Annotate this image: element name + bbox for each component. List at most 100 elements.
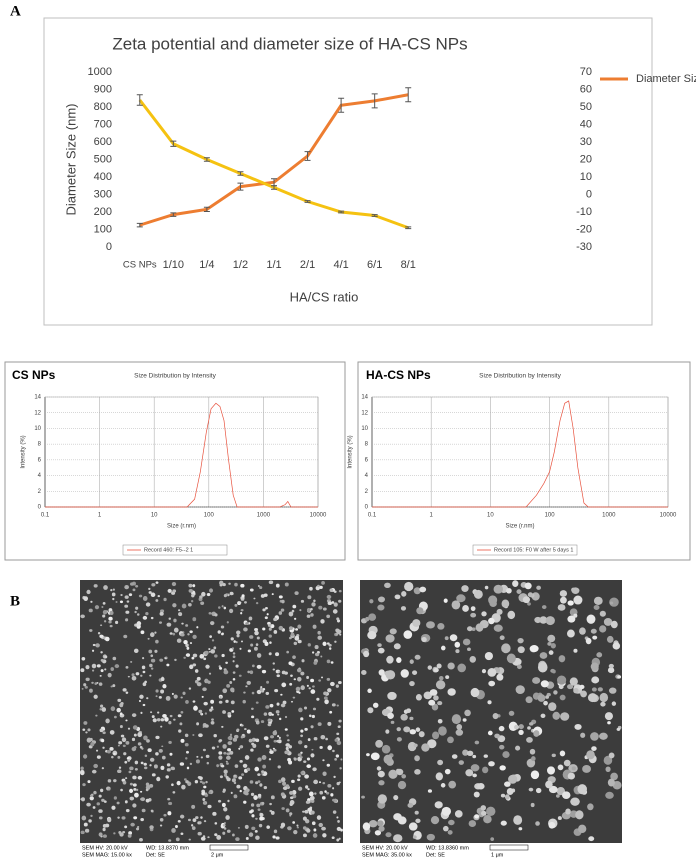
particle bbox=[553, 690, 558, 695]
legend-label: Record 460: F5--2 1 bbox=[144, 547, 193, 553]
particle bbox=[149, 757, 155, 762]
particle bbox=[336, 816, 339, 819]
particle bbox=[203, 657, 207, 661]
particle bbox=[296, 668, 302, 673]
particle bbox=[235, 837, 240, 842]
particle bbox=[171, 828, 176, 833]
y-tick-label: 600 bbox=[94, 136, 112, 148]
particle bbox=[150, 658, 156, 663]
particle bbox=[140, 761, 144, 765]
particle bbox=[590, 732, 599, 741]
particle bbox=[121, 816, 126, 820]
particle bbox=[120, 593, 123, 597]
particle bbox=[231, 647, 234, 650]
particle bbox=[506, 653, 516, 664]
particle bbox=[573, 688, 579, 694]
particle bbox=[199, 780, 203, 784]
particle bbox=[272, 835, 276, 839]
particle bbox=[232, 671, 236, 674]
particle bbox=[451, 754, 458, 759]
particle bbox=[102, 834, 107, 838]
particle bbox=[273, 630, 278, 634]
particle bbox=[101, 606, 104, 609]
particle bbox=[562, 791, 571, 800]
particle bbox=[237, 826, 240, 829]
particle bbox=[327, 721, 332, 726]
particle bbox=[396, 657, 402, 663]
particle bbox=[276, 702, 280, 706]
particle bbox=[599, 692, 609, 703]
particle bbox=[421, 743, 430, 752]
particle bbox=[125, 740, 130, 745]
particle bbox=[470, 606, 476, 612]
particle bbox=[111, 805, 116, 810]
particle bbox=[102, 609, 108, 615]
particle bbox=[117, 769, 122, 774]
particle bbox=[200, 836, 206, 841]
particle bbox=[137, 775, 143, 780]
particle bbox=[218, 700, 223, 704]
particle bbox=[103, 585, 108, 590]
particle bbox=[294, 635, 300, 641]
y-tick-label: 900 bbox=[94, 83, 112, 95]
y-tick-label: 0 bbox=[365, 505, 369, 511]
particle bbox=[96, 664, 101, 668]
particle bbox=[209, 588, 214, 593]
particle bbox=[252, 743, 257, 749]
particle bbox=[466, 626, 473, 632]
particle bbox=[201, 781, 206, 785]
particle bbox=[203, 785, 207, 789]
particle bbox=[202, 835, 206, 838]
particle bbox=[156, 776, 161, 782]
particle bbox=[306, 675, 310, 679]
particle bbox=[280, 822, 286, 828]
particle bbox=[250, 803, 255, 807]
particle bbox=[191, 656, 195, 660]
particle bbox=[322, 771, 327, 777]
particle bbox=[571, 766, 576, 771]
particle bbox=[100, 658, 104, 662]
particle bbox=[449, 634, 458, 642]
particle bbox=[590, 628, 597, 634]
particle bbox=[108, 620, 112, 624]
particle bbox=[469, 656, 477, 663]
particle bbox=[242, 763, 248, 768]
particle bbox=[438, 675, 444, 681]
sem-info: SEM HV: 20.00 kV bbox=[82, 845, 128, 851]
particle bbox=[158, 749, 163, 753]
particle bbox=[268, 580, 274, 585]
particle bbox=[203, 820, 207, 823]
particle bbox=[122, 830, 126, 834]
particle bbox=[336, 782, 340, 786]
particle bbox=[104, 655, 108, 659]
particle bbox=[336, 704, 339, 707]
x-tick-label: 1 bbox=[98, 513, 102, 519]
particle bbox=[287, 826, 292, 831]
particle bbox=[481, 766, 489, 774]
particle bbox=[125, 809, 130, 813]
particle bbox=[455, 729, 464, 736]
particle bbox=[219, 775, 223, 779]
particle bbox=[257, 721, 260, 725]
x-axis-label: HA/CS ratio bbox=[290, 289, 359, 304]
particle bbox=[219, 695, 222, 699]
particle bbox=[173, 627, 179, 633]
particle bbox=[127, 834, 132, 838]
particle bbox=[328, 643, 332, 647]
y2-tick-label: -20 bbox=[576, 223, 592, 235]
particle bbox=[217, 799, 222, 803]
particle bbox=[238, 747, 241, 750]
particle bbox=[336, 740, 342, 746]
particle bbox=[389, 628, 397, 635]
particle bbox=[194, 679, 199, 684]
particle bbox=[415, 694, 422, 701]
particle bbox=[254, 627, 259, 632]
particle bbox=[378, 780, 385, 786]
particle bbox=[507, 610, 516, 620]
particle bbox=[444, 636, 449, 641]
particle bbox=[617, 675, 622, 679]
particle bbox=[472, 754, 477, 759]
particle bbox=[95, 643, 100, 648]
particle bbox=[409, 716, 414, 721]
